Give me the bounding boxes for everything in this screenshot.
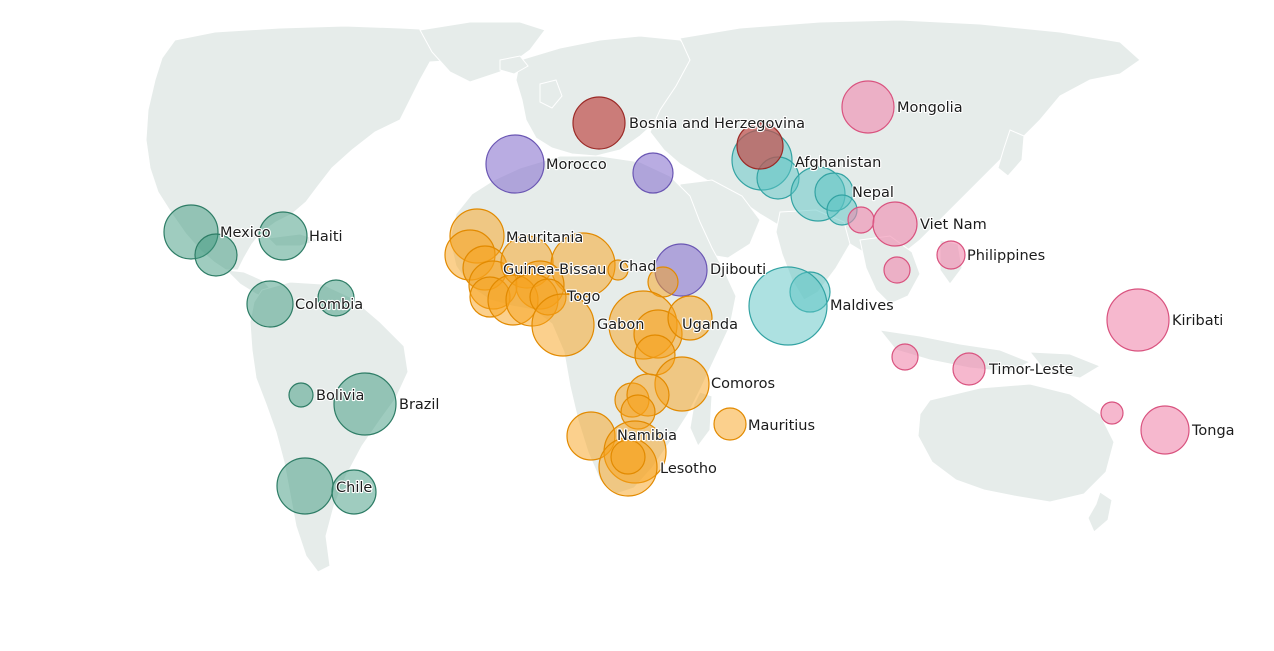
label-djibouti: Djibouti [710,262,766,278]
label-tonga: Tonga [1191,423,1235,439]
bubble-brazil[interactable] [333,372,397,436]
bubble-kiribati[interactable] [1106,288,1170,352]
bubble-guatemala[interactable] [194,233,238,277]
bubble-eswatini[interactable] [610,439,646,475]
bubble-venezuela[interactable] [317,279,355,317]
label-timor-leste: Timor-Leste [988,362,1074,378]
label-lesotho: Lesotho [660,461,717,477]
label-morocco: Morocco [546,157,607,173]
land-layer [145,19,1141,573]
label-afghanistan: Afghanistan [795,155,881,171]
bubble-mauritius[interactable] [713,407,747,441]
bubble-colombia[interactable] [246,280,294,328]
landmass-iceland [499,55,529,75]
label-guinea-bissau: Guinea-Bissau [503,262,606,278]
bubbles-americas [163,204,397,515]
label-namibia: Namibia [617,428,677,444]
label-maldives: Maldives [830,298,894,314]
bubble-timor-leste[interactable] [952,352,986,386]
bubble-indonesia[interactable] [891,343,919,371]
bubbles-europe [572,96,626,150]
bubble-uganda[interactable] [667,295,713,341]
bubble-argentina[interactable] [331,469,377,515]
landmass-asia [649,19,1141,263]
bubble-nigeria[interactable] [531,293,595,357]
bubble-samoa[interactable] [1100,401,1124,425]
label-nepal: Nepal [852,185,894,201]
label-kiribati: Kiribati [1172,313,1223,329]
label-mauritania: Mauritania [506,230,583,246]
label-viet-nam: Viet Nam [920,217,987,233]
bubble-tonga[interactable] [1140,405,1190,455]
label-uganda: Uganda [682,317,738,333]
label-bolivia: Bolivia [316,388,364,404]
landmass-south-america [249,281,409,573]
label-colombia: Colombia [295,297,363,313]
bubble-morocco[interactable] [485,134,545,194]
landmass-australia [917,383,1115,503]
bubble-mongolia[interactable] [841,80,895,134]
label-mauritius: Mauritius [748,418,815,434]
bubble-cambodia[interactable] [883,256,911,284]
bubbles-caucasus [736,122,784,170]
label-bosnia-and-herzegovina: Bosnia and Herzegovina [629,116,805,132]
label-gabon: Gabon [597,317,644,333]
label-comoros: Comoros [711,376,775,392]
bubble-philippines[interactable] [936,240,966,270]
bubble-lao[interactable] [847,206,875,234]
label-mongolia: Mongolia [897,100,963,116]
bubble-bosnia-and-herzegovina[interactable] [572,96,626,150]
label-brazil: Brazil [399,397,439,413]
bubble-viet-nam[interactable] [872,201,918,247]
landmass-british-isles [539,79,563,109]
bubble-chad[interactable] [607,259,629,281]
bubble-bolivia[interactable] [288,382,314,408]
bubble-maldives[interactable] [748,266,828,346]
landmass-new-guinea [1028,351,1102,379]
landmass-europe [515,35,701,157]
bubble-egypt[interactable] [632,152,674,194]
label-chad: Chad [619,259,656,275]
label-philippines: Philippines [967,248,1045,264]
bubbles-east-asia-pacific [841,80,1190,455]
label-mexico: Mexico [220,225,271,241]
bubbles-africa [444,208,747,497]
label-layer: Mexico Haiti Colombia Bolivia Brazil Chi… [219,99,1236,497]
bubble-chile[interactable] [276,457,334,515]
label-chile: Chile [336,480,372,496]
bubble-azerbaijan[interactable] [736,122,784,170]
landmass-japan [997,129,1025,177]
landmass-new-zealand [1087,491,1113,533]
bubble-haiti[interactable] [258,211,308,261]
label-haiti: Haiti [309,229,343,245]
label-togo: Togo [566,289,600,305]
